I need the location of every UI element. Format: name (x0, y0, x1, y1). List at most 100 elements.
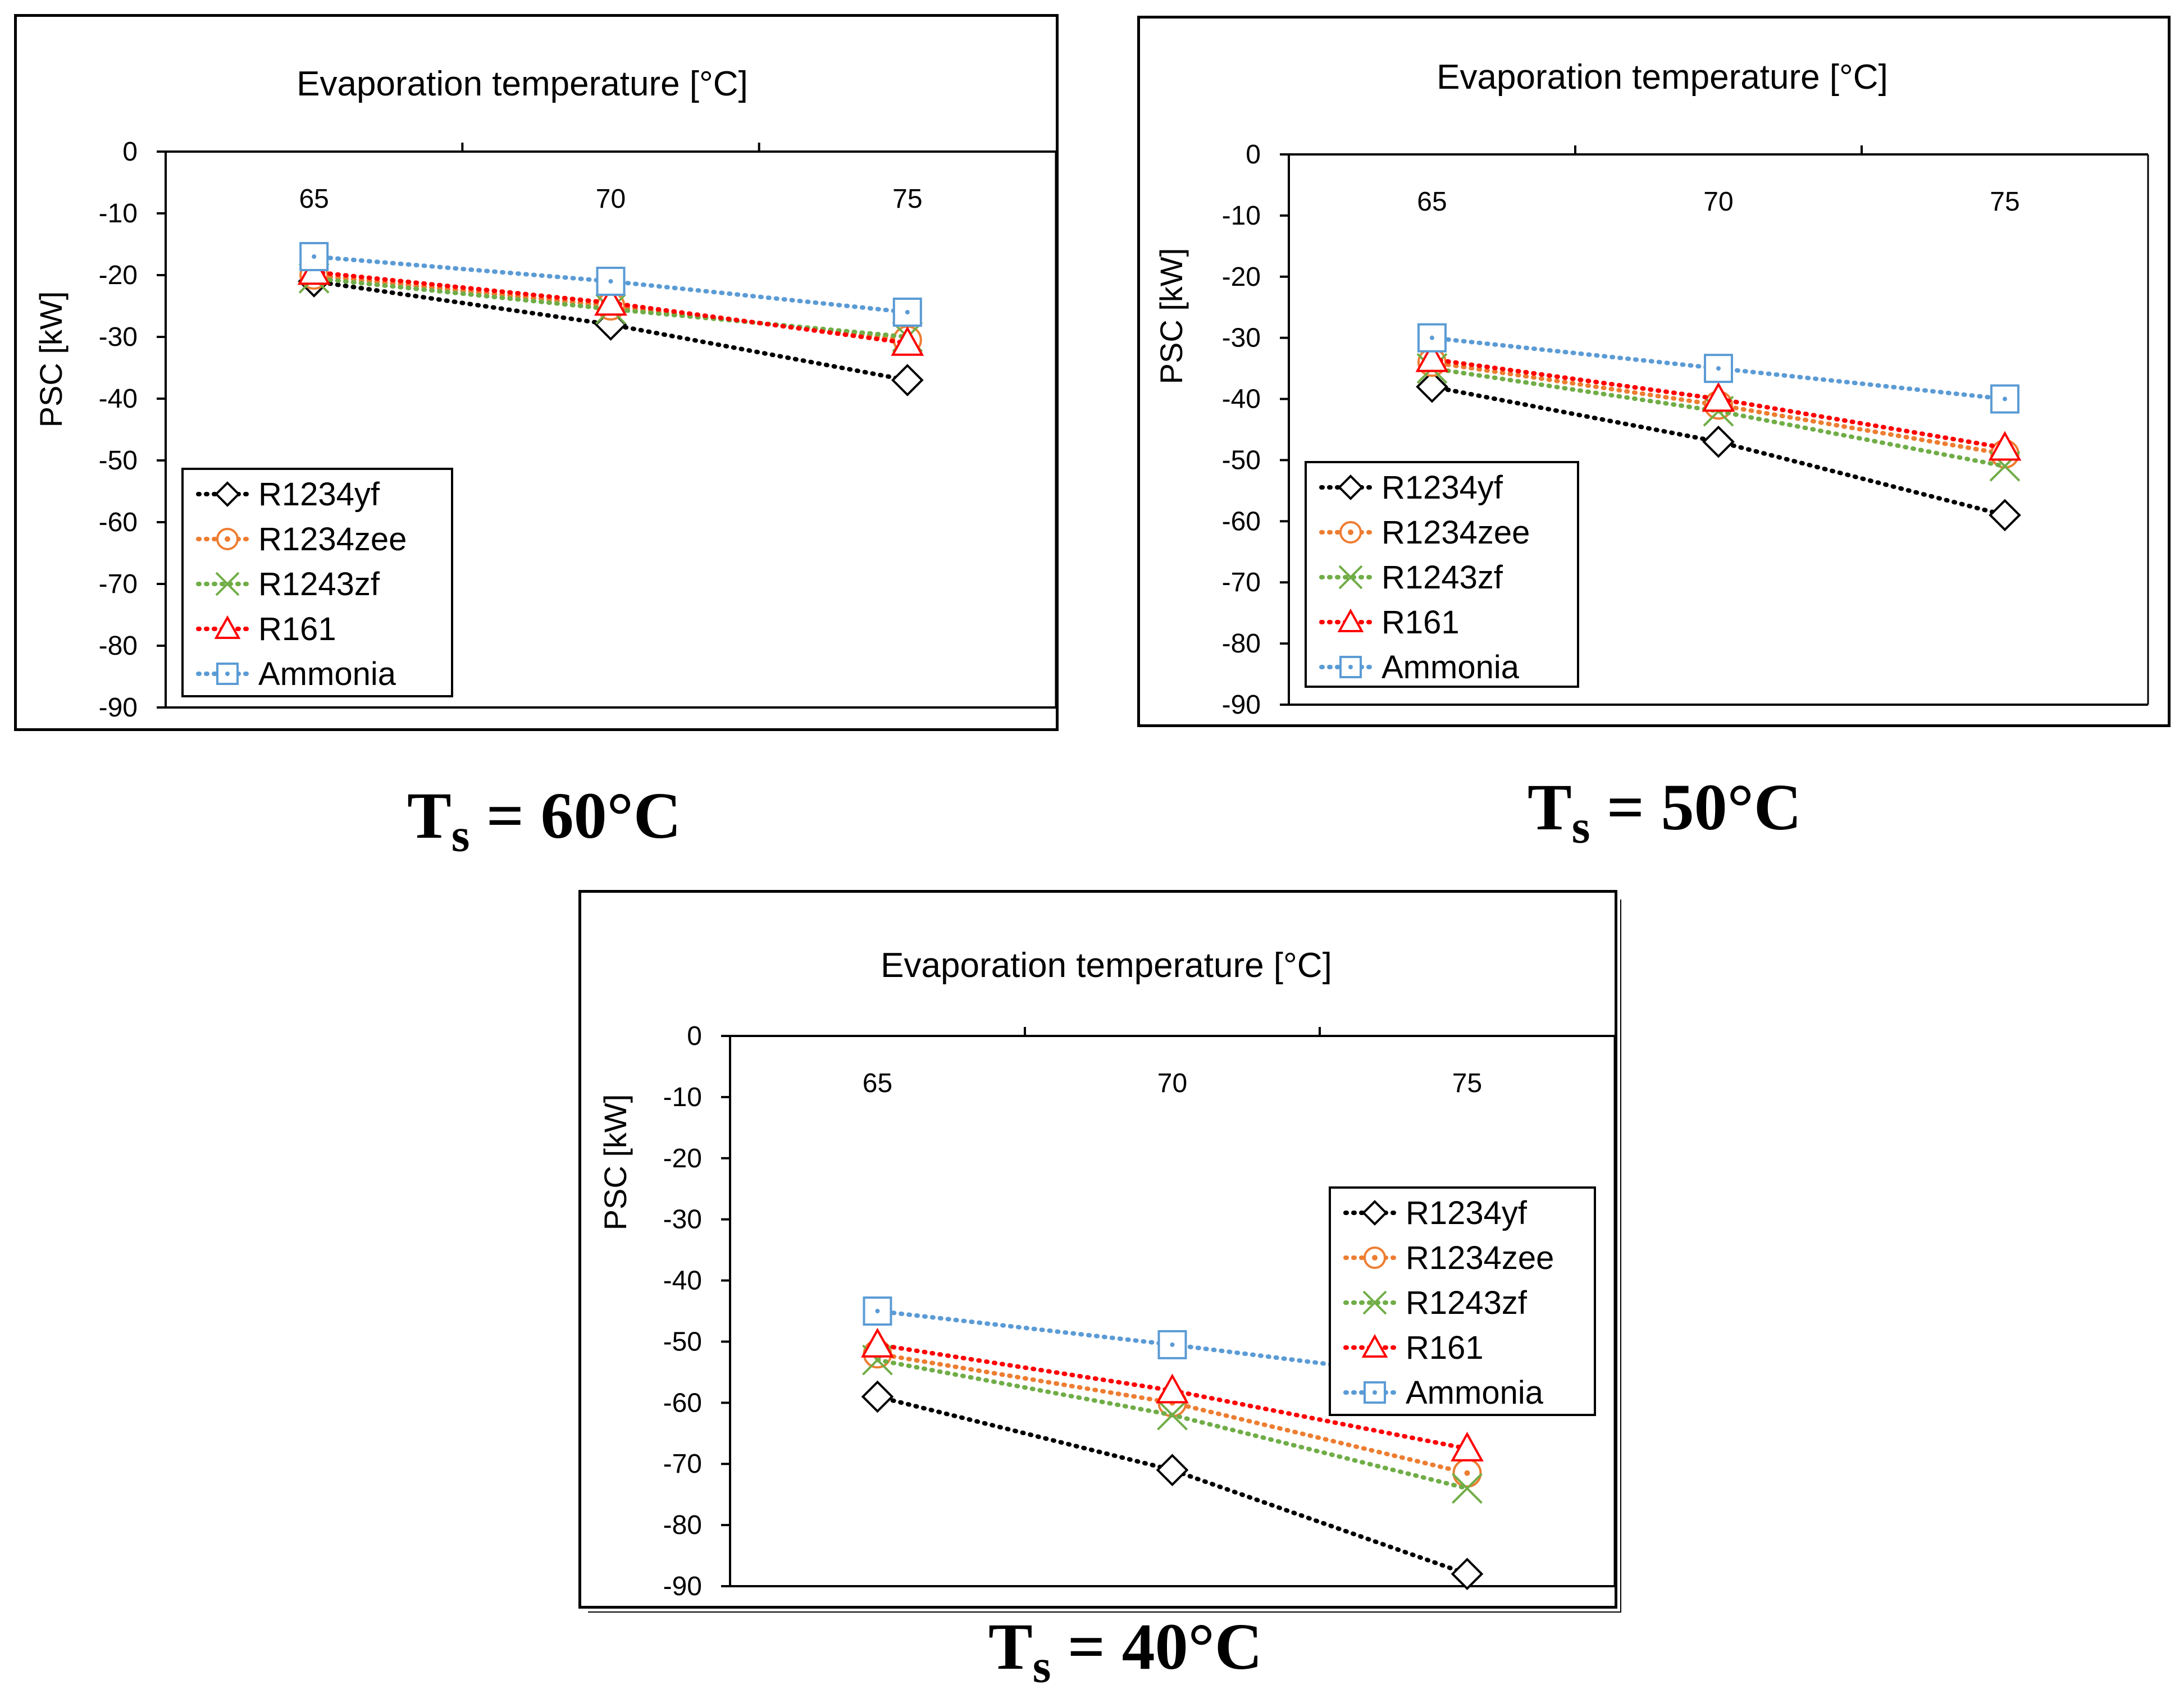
series-r1234yf (1416, 370, 2021, 532)
legend-label: R161 (1381, 604, 1460, 641)
caption-ts40: Ts = 40°C (988, 1610, 1263, 1693)
y-tick-label: -80 (1222, 629, 1261, 659)
y-tick-label: -80 (99, 631, 138, 661)
legend-item: R1234yf (1319, 469, 1503, 506)
x-tick-label: 65 (299, 184, 329, 214)
x-tick-label: 75 (892, 184, 922, 214)
y-tick-label: -40 (663, 1266, 702, 1296)
data-point (1452, 1473, 1483, 1504)
data-point (1990, 384, 2019, 414)
y-axis-label: PSC [kW] (1153, 248, 1189, 385)
legend-item: R1234yf (196, 476, 380, 513)
chart-ts50: Evaporation temperature [°C] PSC [kW] 0 -10… (1153, 58, 2149, 720)
data-point (1702, 425, 1735, 458)
y-tick-label: -10 (1222, 201, 1261, 231)
series-line (1430, 335, 2007, 401)
legend-label: Ammonia (258, 656, 396, 692)
series-line (875, 1394, 1470, 1577)
x-tick-label: 70 (596, 184, 626, 214)
legend-marker (1362, 1290, 1387, 1315)
data-point (1156, 1454, 1189, 1486)
legend-marker (1338, 565, 1363, 590)
data-point (1417, 323, 1447, 353)
legend-marker (216, 528, 239, 550)
chart-ts40: Evaporation temperature [°C] PSC [kW] 0 -10… (598, 946, 1615, 1601)
legend-marker (1364, 1246, 1386, 1269)
legend-item: R1234zee (1319, 514, 1530, 551)
series-r1243zf (862, 1344, 1483, 1504)
legend-item: R1234zee (1343, 1240, 1554, 1276)
x-tick-label: 65 (863, 1069, 892, 1098)
legend-marker (215, 481, 240, 507)
legend-item: R161 (1343, 1330, 1484, 1366)
data-point (1452, 1458, 1482, 1488)
chart-ts60: Evaporation temperature [°C] PSC [kW] 0 -10… (33, 65, 1056, 723)
legend-item: R1234zee (196, 521, 407, 558)
legend-label: R1234zee (1406, 1240, 1554, 1276)
y-tick-label: -60 (663, 1388, 702, 1418)
legend: R1234yf R1234zee R1243zf R161 Ammonia (1329, 1186, 1596, 1416)
legend-marker (1337, 608, 1364, 632)
legend-marker (1362, 1200, 1388, 1226)
data-point (892, 298, 922, 327)
chart-title: Evaporation temperature [°C] (881, 946, 1332, 985)
series-r161 (861, 1327, 1484, 1462)
y-tick-label: -60 (99, 508, 138, 537)
data-point (1156, 1373, 1189, 1404)
x-tick-label: 70 (1157, 1069, 1187, 1098)
x-tick-label: 75 (1990, 187, 2019, 217)
legend-marker (1339, 521, 1362, 544)
legend-marker (1361, 1334, 1388, 1358)
chart-title: Evaporation temperature [°C] (297, 65, 748, 103)
data-point (1157, 1399, 1188, 1431)
legend-item: R1243zf (196, 566, 380, 602)
y-tick-label: -90 (99, 693, 138, 723)
x-tick-label: 75 (1452, 1069, 1482, 1098)
y-tick-label: 0 (122, 137, 138, 167)
legend-label: R1234yf (258, 476, 380, 513)
legend-label: R1243zf (1381, 559, 1503, 596)
y-tick-label: -70 (99, 569, 138, 599)
y-tick-label: -20 (99, 261, 138, 290)
legend-label: Ammonia (1381, 649, 1520, 686)
y-tick-label: -10 (663, 1083, 702, 1112)
y-tick-label: -50 (99, 446, 138, 476)
y-tick-label: -40 (1222, 385, 1261, 414)
chart-panel-ts60: Evaporation temperature [°C] PSC [kW] 0 -10… (14, 14, 1059, 731)
data-point (861, 1327, 894, 1358)
data-point (863, 1296, 892, 1326)
y-tick-label: -30 (99, 322, 138, 352)
series-ammonia (1417, 323, 2019, 414)
legend-item: R1243zf (1319, 559, 1503, 596)
y-tick-label: -20 (1222, 262, 1261, 292)
chart-panel-ts50: Evaporation temperature [°C] PSC [kW] 0 -10… (1137, 16, 2171, 727)
y-tick-label: -30 (1222, 323, 1261, 353)
x-tick-label: 70 (1703, 187, 1733, 217)
caption-ts60: Ts = 60°C (407, 779, 682, 862)
series-ammonia (299, 242, 922, 327)
legend-label: Ammonia (1406, 1375, 1544, 1411)
legend-marker (1339, 656, 1362, 678)
y-tick-label: -90 (1222, 690, 1261, 720)
data-point (1988, 431, 2022, 461)
legend-item: R161 (1319, 604, 1460, 641)
y-tick-label: -50 (1222, 445, 1261, 475)
legend-item: Ammonia (1319, 649, 1520, 686)
legend-marker (215, 572, 240, 596)
caption-ts50: Ts = 50°C (1528, 770, 1802, 853)
data-point (1704, 354, 1733, 383)
legend-item: R1243zf (1343, 1285, 1528, 1321)
data-point (1415, 342, 1449, 372)
legend-item: R1234yf (1343, 1195, 1528, 1231)
legend-marker (1364, 1381, 1386, 1404)
y-tick-label: -10 (99, 199, 138, 229)
data-point (299, 242, 329, 271)
data-point (1989, 499, 2021, 532)
legend-label: R1234yf (1381, 469, 1503, 506)
y-axis-label: PSC [kW] (33, 291, 69, 428)
data-point (891, 364, 924, 396)
y-tick-label: -40 (99, 384, 138, 414)
chart-panel-ts40: Evaporation temperature [°C] PSC [kW] 0 -10… (578, 890, 1617, 1609)
legend-item: Ammonia (1343, 1375, 1544, 1411)
y-tick-label: 0 (687, 1021, 702, 1051)
